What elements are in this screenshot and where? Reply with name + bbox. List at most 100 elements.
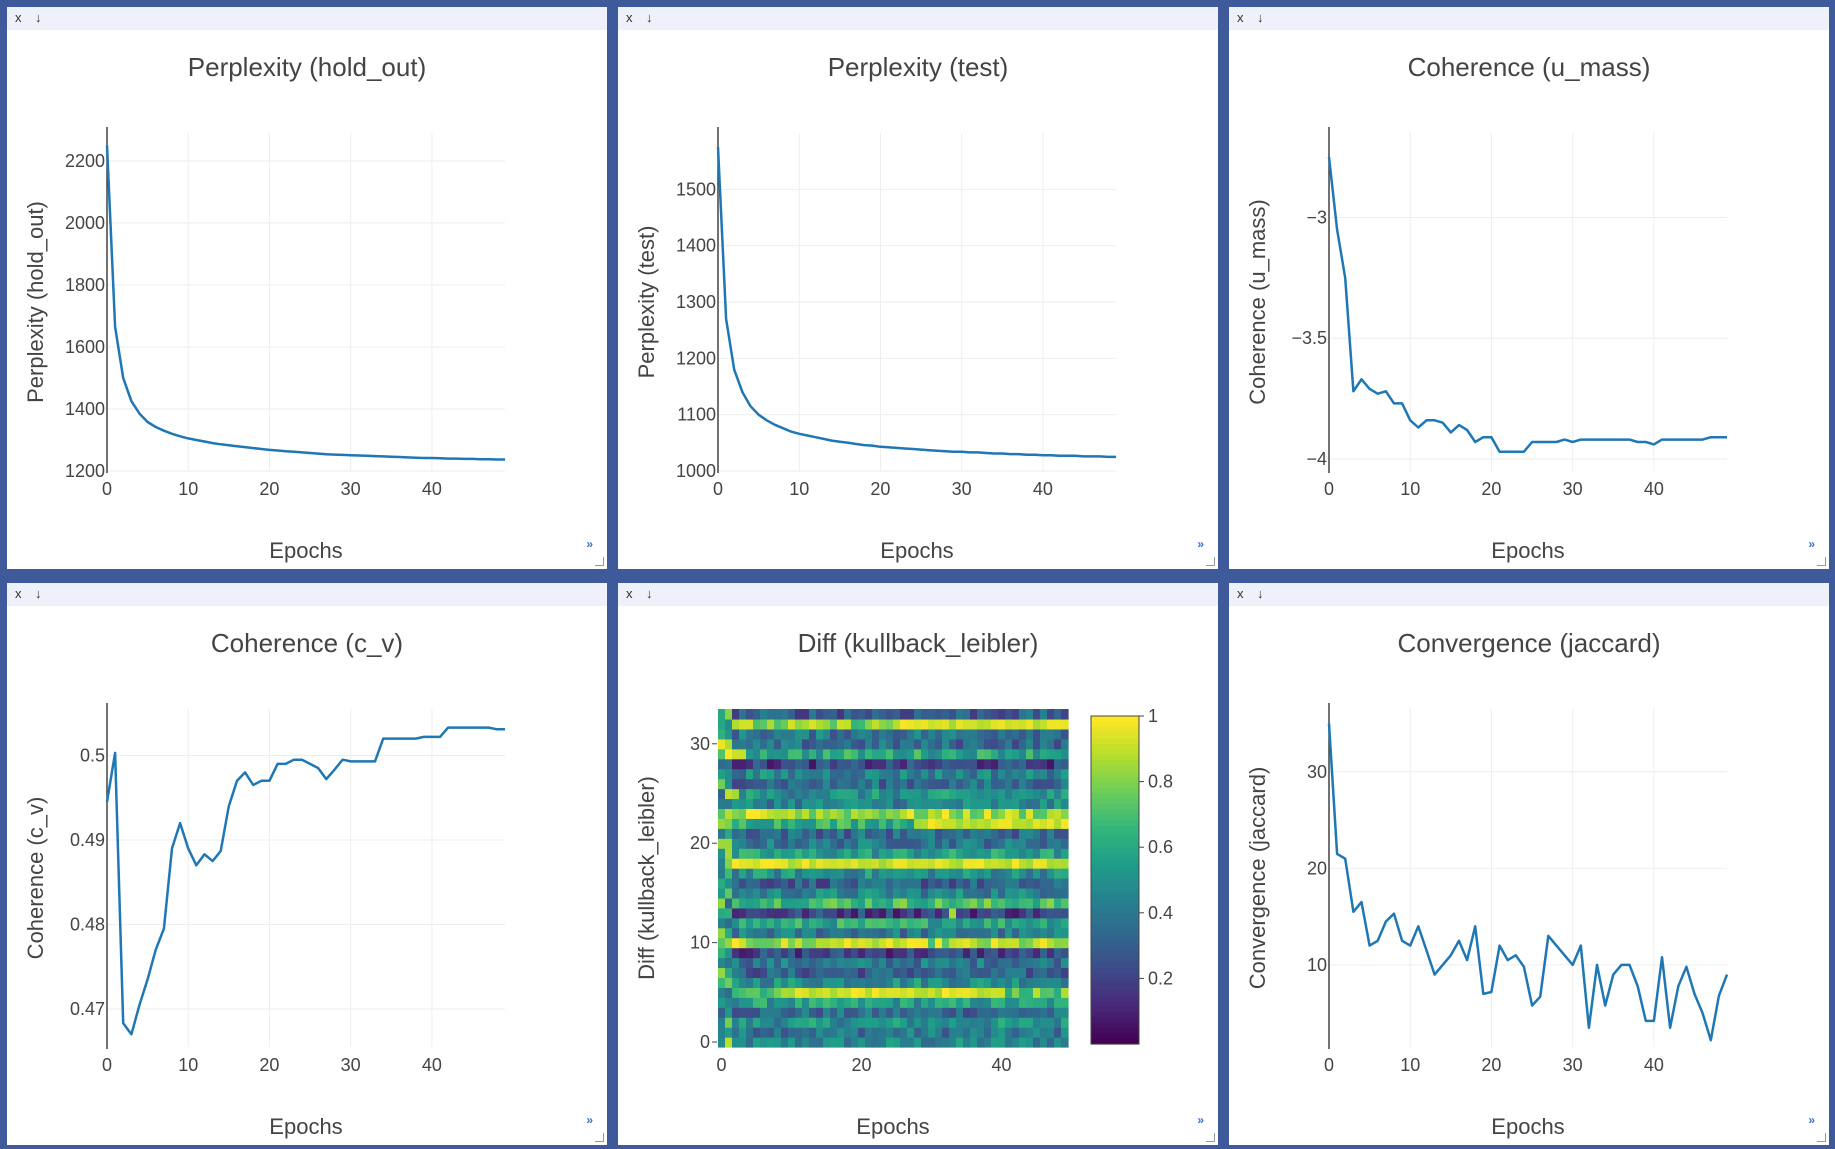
heatmap-cell xyxy=(718,778,726,790)
heatmap-cell xyxy=(900,798,908,810)
heatmap-cell xyxy=(837,927,845,939)
heatmap-cell xyxy=(767,728,775,740)
heatmap-cell xyxy=(781,838,789,849)
heatmap-cell xyxy=(816,957,824,969)
heatmap-cell xyxy=(732,728,740,740)
heatmap-cell xyxy=(1005,897,1013,909)
heatmap-cell xyxy=(718,897,726,909)
y-tick-label: 1400 xyxy=(676,236,716,256)
heatmap-cell xyxy=(802,917,810,929)
heatmap-cell xyxy=(1033,728,1041,740)
heatmap-cell xyxy=(970,987,978,998)
expand-icon[interactable]: » xyxy=(586,537,593,551)
heatmap-cell xyxy=(991,1037,999,1048)
x-tick-label: 20 xyxy=(1481,1055,1501,1075)
resize-handle[interactable] xyxy=(1817,1133,1826,1142)
colorbar-segment xyxy=(1091,803,1139,810)
heatmap-cell xyxy=(893,818,901,829)
y-tick-label: 2000 xyxy=(65,213,105,233)
close-icon[interactable]: x xyxy=(1237,10,1244,25)
heatmap-cell xyxy=(956,997,964,1008)
download-icon[interactable]: ↓ xyxy=(35,586,42,601)
heatmap-cell xyxy=(767,748,775,760)
y-tick-label: 20 xyxy=(690,833,710,853)
close-icon[interactable]: x xyxy=(15,10,22,25)
colorbar-segment xyxy=(1091,814,1139,821)
heatmap-cell xyxy=(760,987,768,998)
download-icon[interactable]: ↓ xyxy=(1257,10,1264,25)
heatmap-cell xyxy=(823,917,831,929)
heatmap-cell xyxy=(746,1007,754,1018)
resize-handle[interactable] xyxy=(1206,557,1215,566)
pane-toolbar: x ↓ xyxy=(7,583,607,606)
heatmap-cell xyxy=(984,957,992,969)
heatmap-cell xyxy=(760,977,768,988)
heatmap-cell xyxy=(998,927,1006,939)
heatmap-cell xyxy=(1040,897,1048,909)
heatmap-cell xyxy=(963,1037,971,1048)
heatmap-cell xyxy=(1061,897,1069,909)
heatmap-cell xyxy=(795,778,803,790)
heatmap-cell xyxy=(998,838,1006,849)
heatmap-cell xyxy=(928,1007,936,1018)
heatmap-cell xyxy=(1026,808,1034,819)
heatmap-cell xyxy=(893,997,901,1008)
heatmap-cell xyxy=(844,728,852,740)
x-axis-label: Epochs xyxy=(269,1114,342,1139)
download-icon[interactable]: ↓ xyxy=(35,10,42,25)
heatmap-cell xyxy=(914,798,922,810)
close-icon[interactable]: x xyxy=(15,586,22,601)
heatmap-cell xyxy=(809,818,817,829)
resize-handle[interactable] xyxy=(595,1133,604,1142)
resize-handle[interactable] xyxy=(1817,557,1826,566)
heatmap-cell xyxy=(802,848,810,859)
heatmap-cell xyxy=(907,1037,915,1048)
heatmap-cell xyxy=(942,927,950,939)
download-icon[interactable]: ↓ xyxy=(646,10,653,25)
heatmap-cell xyxy=(928,927,936,939)
resize-handle[interactable] xyxy=(1206,1133,1215,1142)
heatmap-cell xyxy=(739,957,747,969)
heatmap-cell xyxy=(900,1027,908,1038)
heatmap-cell xyxy=(844,997,852,1008)
heatmap-cell xyxy=(753,1007,761,1018)
heatmap-cell xyxy=(1026,878,1034,889)
heatmap-cell xyxy=(746,838,754,849)
close-icon[interactable]: x xyxy=(626,586,633,601)
download-icon[interactable]: ↓ xyxy=(646,586,653,601)
heatmap-cell xyxy=(809,858,817,869)
colorbar-segment xyxy=(1091,962,1139,969)
heatmap-cell xyxy=(718,798,726,810)
heatmap-cell xyxy=(865,748,873,760)
heatmap-cell xyxy=(991,868,999,879)
expand-icon[interactable]: » xyxy=(1197,1113,1204,1127)
heatmap-cell xyxy=(809,937,817,949)
heatmap-cell xyxy=(1040,738,1048,750)
heatmap-cell xyxy=(725,818,733,829)
heatmap-cell xyxy=(1033,977,1041,988)
expand-icon[interactable]: » xyxy=(1197,537,1204,551)
heatmap-cell xyxy=(1061,997,1069,1008)
heatmap-cell xyxy=(914,808,922,819)
x-axis-label: Epochs xyxy=(880,538,953,563)
close-icon[interactable]: x xyxy=(1237,586,1244,601)
heatmap-cell xyxy=(1047,778,1055,790)
resize-handle[interactable] xyxy=(595,557,604,566)
download-icon[interactable]: ↓ xyxy=(1257,586,1264,601)
heatmap-cell xyxy=(1040,718,1048,730)
heatmap-cell xyxy=(1012,967,1020,979)
heatmap-cell xyxy=(830,907,838,919)
heatmap-cell xyxy=(893,788,901,800)
expand-icon[interactable]: » xyxy=(1808,537,1815,551)
heatmap-cell xyxy=(970,738,978,750)
expand-icon[interactable]: » xyxy=(586,1113,593,1127)
close-icon[interactable]: x xyxy=(626,10,633,25)
heatmap-cell xyxy=(970,997,978,1008)
heatmap-cell xyxy=(851,1007,859,1018)
heatmap-cell xyxy=(809,897,817,909)
heatmap-cell xyxy=(907,828,915,839)
heatmap-cell xyxy=(928,728,936,740)
heatmap-cell xyxy=(718,868,726,879)
heatmap-cell xyxy=(984,917,992,929)
expand-icon[interactable]: » xyxy=(1808,1113,1815,1127)
